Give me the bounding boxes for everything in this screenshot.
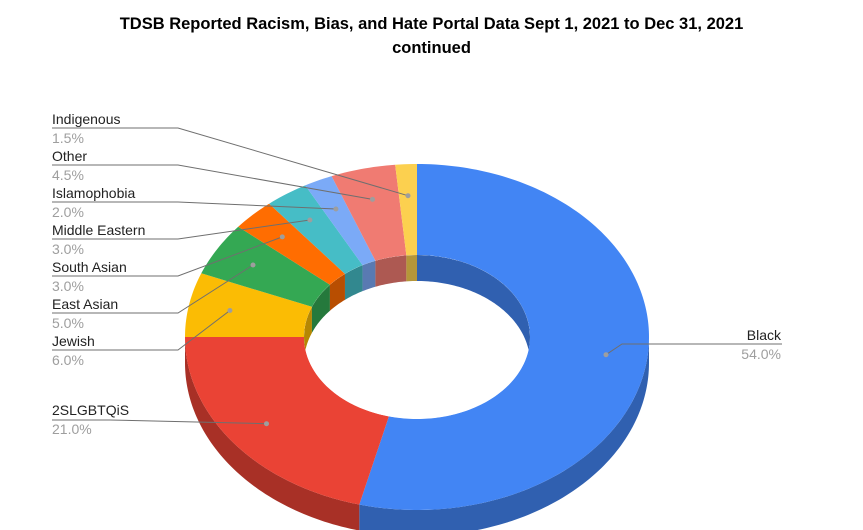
leader-dot-islamophobia <box>333 206 339 212</box>
slice-black[interactable] <box>359 164 649 510</box>
slice-tops <box>185 164 649 510</box>
slice-label-other: Other <box>52 148 87 164</box>
slice-islamophobia[interactable] <box>305 176 376 266</box>
leader-line-other <box>52 164 373 200</box>
slice-inner-wall-black <box>417 255 530 363</box>
slice-value-label-other: 4.5% <box>52 167 84 183</box>
slice-value-label-east-asian: 5.0% <box>52 315 84 331</box>
slice-label-east-asian: East Asian <box>52 296 118 312</box>
leader-line-east-asian <box>52 264 254 314</box>
slice-inner-wall-islamophobia <box>362 260 376 292</box>
leader-line-black <box>605 343 782 356</box>
slice-value-label-2slgbtqis: 21.0% <box>52 421 92 437</box>
leader-line-south-asian <box>52 236 283 277</box>
leader-dot-2slgbtqis <box>264 421 269 427</box>
leader-dot-other <box>370 196 375 202</box>
slice-inner-wall-south-asian <box>329 273 345 311</box>
slice-other[interactable] <box>331 164 407 261</box>
leader-line-jewish <box>52 310 231 351</box>
slice-value-label-indigenous: 1.5% <box>52 130 84 146</box>
slice-label-jewish: Jewish <box>52 333 95 349</box>
slice-value-label-black: 54.0% <box>741 346 781 362</box>
leader-lines <box>52 127 782 427</box>
inner-hole-walls <box>304 255 530 419</box>
leader-line-middle-eastern <box>52 219 310 240</box>
leader-dot-indigenous <box>405 193 411 199</box>
leader-dot-jewish <box>227 308 233 313</box>
leader-dot-east-asian <box>250 262 256 268</box>
slice-south-asian[interactable] <box>238 203 345 285</box>
slice-indigenous[interactable] <box>395 164 417 256</box>
slice-outer-wall-2slgbtqis <box>185 337 360 530</box>
leader-line-islamophobia <box>52 201 336 210</box>
slice-inner-wall-jewish <box>304 306 312 363</box>
chart-title-line-2: continued <box>392 39 471 57</box>
donut-hole <box>304 255 530 419</box>
slice-sides <box>185 337 649 530</box>
slice-labels: Black 54.0% 2SLGBTQiS 21.0% Jewish 6.0% East A… <box>52 111 782 437</box>
chart-title-line-1: TDSB Reported Racism, Bias, and Hate Por… <box>119 15 744 33</box>
slice-label-south-asian: South Asian <box>52 259 127 275</box>
slice-label-black: Black <box>747 327 782 343</box>
leader-dot-middle-eastern <box>307 217 313 223</box>
slice-label-2slgbtqis: 2SLGBTQiS <box>52 402 129 418</box>
slice-value-label-islamophobia: 2.0% <box>52 204 84 220</box>
slice-outer-wall-black <box>359 337 649 530</box>
slice-label-indigenous: Indigenous <box>52 111 121 127</box>
slice-value-label-middle-eastern: 3.0% <box>52 241 84 257</box>
slice-value-label-south-asian: 3.0% <box>52 278 84 294</box>
slice-east-asian[interactable] <box>201 226 330 307</box>
slice-label-middle-eastern: Middle Eastern <box>52 222 145 238</box>
slice-inner-wall-other <box>375 255 407 287</box>
leader-dot-black <box>603 352 609 358</box>
slice-inner-wall-middle-eastern <box>344 265 363 300</box>
leader-line-2slgbtqis <box>52 419 267 425</box>
slice-2slgbtqis[interactable] <box>185 337 389 505</box>
slice-inner-wall-indigenous <box>406 255 417 282</box>
leader-line-indigenous <box>52 127 409 197</box>
slice-inner-wall-east-asian <box>311 284 330 333</box>
leader-dot-south-asian <box>279 234 285 240</box>
slice-label-islamophobia: Islamophobia <box>52 185 135 201</box>
slice-value-label-jewish: 6.0% <box>52 352 84 368</box>
chart-title: TDSB Reported Racism, Bias, and Hate Por… <box>0 12 863 60</box>
